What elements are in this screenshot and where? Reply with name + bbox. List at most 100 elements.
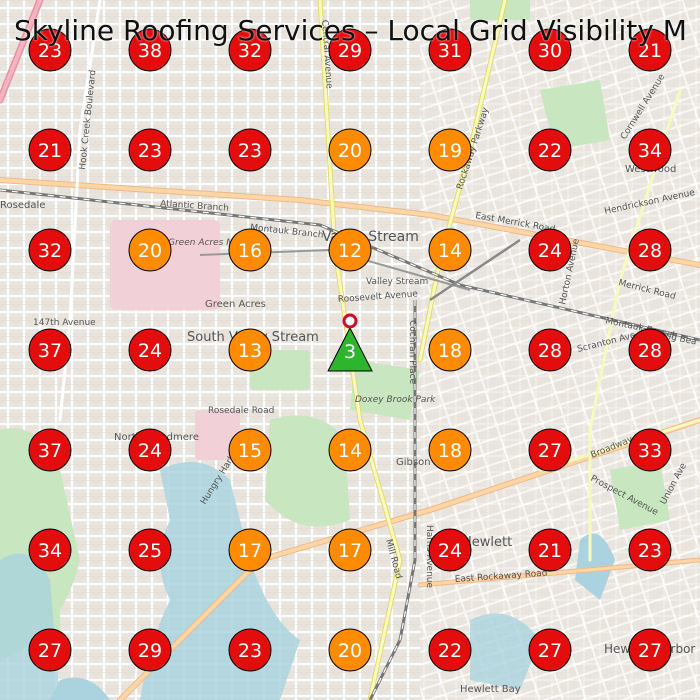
grid-marker[interactable]: 28 [628,328,672,372]
grid-marker[interactable]: 23 [228,628,272,672]
grid-marker[interactable]: 14 [428,228,472,272]
grid-marker[interactable]: 15 [228,428,272,472]
label-hewlett: Hewlett [462,535,512,550]
grid-marker[interactable]: 32 [28,228,72,272]
label-rosedale-road: Rosedale Road [208,406,274,416]
grid-marker[interactable]: 20 [328,128,372,172]
grid-marker[interactable]: 20 [328,628,372,672]
grid-marker[interactable]: 14 [328,428,372,472]
grid-marker[interactable]: 3 [327,313,373,372]
grid-marker[interactable]: 24 [428,528,472,572]
label-cochran-place: Cochran Place [407,320,417,385]
grid-marker[interactable]: 27 [528,428,572,472]
grid-marker-circle [528,628,572,672]
grid-marker[interactable]: 25 [128,528,172,572]
grid-marker[interactable]: 24 [128,428,172,472]
grid-marker[interactable]: 34 [28,528,72,572]
grid-marker-circle [428,528,472,572]
grid-marker-rank: 34 [638,140,662,162]
grid-marker[interactable]: 22 [428,628,472,672]
grid-marker-rank: 24 [438,540,462,562]
grid-marker-circle [428,628,472,672]
grid-marker[interactable]: 17 [228,528,272,572]
grid-marker-rank: 23 [238,140,262,162]
label-green-acres-mall: Green Acres Mall [168,238,245,248]
grid-marker[interactable]: 22 [528,128,572,172]
grid-marker-circle [528,328,572,372]
grid-marker-rank: 17 [338,540,362,562]
grid-marker-circle [628,428,672,472]
grid-marker[interactable]: 23 [128,128,172,172]
grid-marker-circle [28,128,72,172]
grid-marker[interactable]: 16 [228,228,272,272]
grid-marker-circle [228,528,272,572]
grid-marker[interactable]: 21 [528,528,572,572]
grid-marker-circle [128,328,172,372]
grid-marker[interactable]: 23 [228,128,272,172]
grid-marker[interactable]: 31 [428,28,472,72]
grid-marker[interactable]: 23 [28,28,72,72]
grid-marker[interactable]: 29 [328,28,372,72]
grid-marker-rank: 20 [138,240,162,262]
grid-marker[interactable]: 29 [128,628,172,672]
grid-marker-circle [528,128,572,172]
grid-marker[interactable]: 28 [528,328,572,372]
grid-marker-circle [328,228,372,272]
grid-marker[interactable]: 32 [228,28,272,72]
grid-marker-rank: 23 [38,40,62,62]
grid-marker[interactable]: 17 [328,528,372,572]
grid-marker-circle [128,628,172,672]
grid-marker-rank: 17 [238,540,262,562]
grid-marker-circle [328,128,372,172]
grid-marker[interactable]: 24 [128,328,172,372]
grid-marker[interactable]: 38 [128,28,172,72]
grid-marker-circle [628,128,672,172]
grid-marker-rank: 32 [38,240,62,262]
grid-marker[interactable]: 18 [428,328,472,372]
grid-marker[interactable]: 27 [28,628,72,672]
grid-marker-circle [128,428,172,472]
grid-marker-rank: 27 [538,440,562,462]
grid-marker[interactable]: 28 [628,228,672,272]
grid-marker[interactable]: 18 [428,428,472,472]
grid-marker[interactable]: 12 [328,228,372,272]
grid-marker[interactable]: 27 [528,628,572,672]
grid-marker[interactable]: 19 [428,128,472,172]
grid-marker[interactable]: 20 [128,228,172,272]
grid-marker-circle [228,328,272,372]
grid-marker-rank: 31 [438,40,462,62]
grid-marker-circle [28,528,72,572]
grid-marker-rank: 23 [638,540,662,562]
grid-marker[interactable]: 33 [628,428,672,472]
grid-marker[interactable]: 30 [528,28,572,72]
grid-marker-rank: 22 [538,140,562,162]
grid-marker[interactable]: 27 [628,628,672,672]
grid-marker[interactable]: 24 [528,228,572,272]
grid-marker-rank: 18 [438,340,462,362]
grid-marker-circle [128,28,172,72]
grid-marker-circle [328,28,372,72]
grid-marker[interactable]: 13 [228,328,272,372]
grid-marker-circle [428,128,472,172]
grid-marker-rank: 25 [138,540,162,562]
grid-marker[interactable]: 34 [628,128,672,172]
grid-marker[interactable]: 21 [28,128,72,172]
grid-marker-circle [428,428,472,472]
grid-marker[interactable]: 37 [28,328,72,372]
grid-marker-rank: 24 [138,340,162,362]
grid-marker[interactable]: 37 [28,428,72,472]
grid-marker[interactable]: 21 [628,28,672,72]
grid-marker-circle [128,528,172,572]
grid-marker-rank: 30 [538,40,562,62]
grid-marker-rank: 20 [338,140,362,162]
grid-marker-rank: 21 [538,540,562,562]
grid-marker-rank: 29 [138,640,162,662]
grid-marker-circle [528,28,572,72]
grid-marker-rank: 19 [438,140,462,162]
grid-marker-circle [128,228,172,272]
grid-marker[interactable]: 23 [628,528,672,572]
grid-marker-rank: 14 [338,440,362,462]
grid-marker-rank: 18 [438,440,462,462]
grid-marker-circle [628,628,672,672]
